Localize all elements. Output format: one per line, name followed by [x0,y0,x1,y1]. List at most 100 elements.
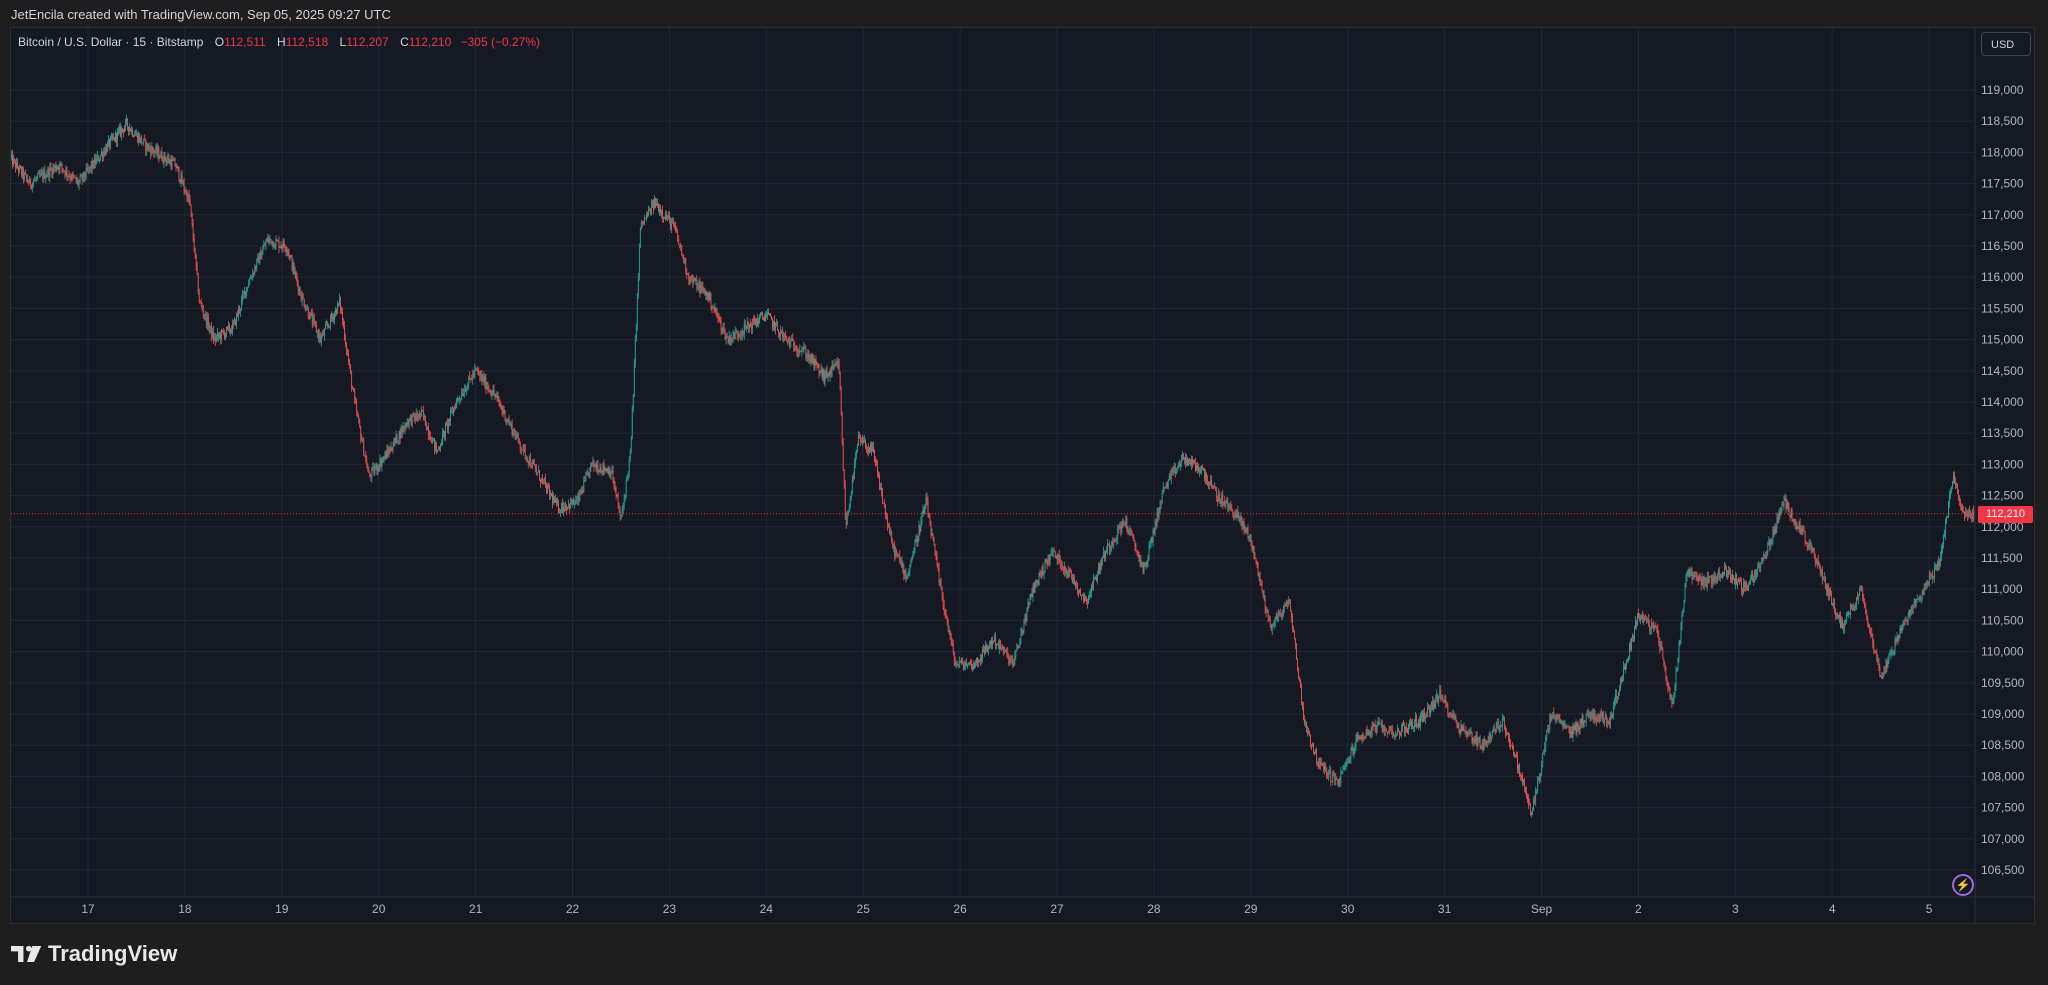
candle-body [773,320,774,328]
candle-body [1765,555,1767,559]
candle-body [1872,635,1874,645]
candle-body [307,307,309,317]
candle-body [782,331,784,338]
candle-body [1494,730,1496,733]
candle-body [946,615,948,621]
candle-body [183,182,185,190]
candle-body [478,371,480,373]
candle-body [1211,479,1213,487]
candle-body [1774,526,1776,534]
candle-body [1056,556,1058,561]
candle-body [1397,728,1399,732]
candle-body [1141,562,1143,565]
candle-body [645,214,647,219]
candle-body [1216,490,1218,498]
price-axis[interactable]: 106,500107,000107,500108,000108,500109,0… [1981,83,2025,877]
last-price-badge: 112,210 [1978,505,2033,523]
candle-body [84,177,86,178]
tradingview-brand[interactable]: TradingView [48,941,178,966]
candle-body [1190,460,1191,465]
candle-body [1266,610,1268,612]
candle-body [452,411,453,414]
candle-body [1642,614,1644,620]
candle-body [266,238,268,242]
candle-body [728,335,730,343]
candle-body [128,126,129,132]
candle-body [609,468,611,476]
candle-body [1098,564,1099,575]
candle-body [1742,589,1743,593]
candle-body [447,423,448,429]
candle-body [612,469,614,483]
candle-body [1699,575,1701,580]
candle-body [1028,602,1030,605]
candle-body [1927,583,1929,585]
candle-body [1254,557,1256,559]
candle-body [1396,728,1398,735]
candle-body [952,643,954,653]
candle-body [386,449,388,459]
candle-body [740,335,742,336]
candle-body [1507,732,1509,739]
candle-body [1618,692,1619,698]
tradingview-logo-icon[interactable] [11,944,43,964]
candle-body [976,657,977,663]
candle-body [596,465,598,469]
candle-body [1506,732,1508,734]
candle-body [61,163,63,169]
candle-body [579,490,581,501]
lightning-icon[interactable]: ⚡ [1952,874,1974,896]
candle-body [230,330,231,332]
candle-body [1646,619,1648,620]
candle-body [1887,661,1889,668]
candle-body [1407,728,1408,733]
candle-body [1319,762,1321,768]
candle-body [377,467,379,471]
candle-body [1919,596,1921,600]
candle-body [397,441,399,443]
candle-body [1311,744,1312,747]
candle-body [1906,620,1908,622]
candle-body [261,254,263,260]
candle-body [997,643,999,645]
candle-body [1242,521,1244,526]
candle-body [1169,476,1171,480]
candle-body [390,447,392,451]
candle-body [733,331,735,339]
currency-button[interactable]: USD [1981,32,2031,56]
candle-body [1796,524,1798,529]
candle-body [1433,701,1435,710]
candle-body [867,450,868,452]
candle-body [585,475,587,481]
candle-body [1105,552,1107,559]
candle-body [25,173,27,175]
candle-body [325,325,326,330]
candle-body [1332,772,1334,782]
candle-body [1570,731,1572,737]
candle-body [1374,723,1376,729]
candle-body [625,479,627,496]
price-chart[interactable]: 106,500107,000107,500108,000108,500109,0… [0,0,2048,925]
candle-body [1674,687,1676,694]
candle-body [1875,653,1877,655]
candle-body [1665,667,1667,679]
candle-body [1414,722,1415,727]
candle-body [1400,726,1402,735]
candle-body [223,331,224,333]
candle-body [1003,646,1005,654]
candle-body [1767,545,1769,551]
chart-frame[interactable] [10,27,2035,924]
candle-body [1723,565,1725,575]
candle-body [691,276,693,279]
candle-body [1034,580,1036,593]
candle-body [692,278,694,283]
candle-body [756,319,757,325]
candle-body [80,175,82,177]
candle-body [1673,693,1675,703]
candle-body [1498,727,1500,731]
time-axis[interactable]: 17 18 19 20 21 22 23 24 25 26 27 28 29 30 31 Sep 2 3 4 5 [81,902,1932,916]
candle-body [517,433,519,439]
candle-body [1321,763,1323,765]
candle-body [1273,622,1275,625]
candle-body [926,497,928,502]
